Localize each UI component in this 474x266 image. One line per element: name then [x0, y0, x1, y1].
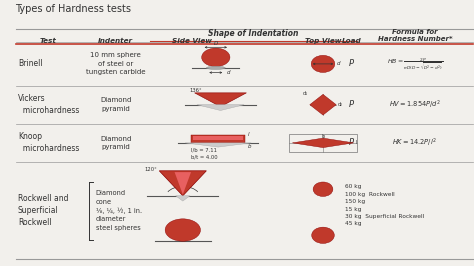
- Polygon shape: [195, 93, 246, 105]
- Text: l: l: [247, 132, 249, 137]
- Bar: [193, 136, 243, 140]
- Text: 10 mm sphere
of steel or
tungsten carbide: 10 mm sphere of steel or tungsten carbid…: [86, 52, 146, 75]
- Ellipse shape: [311, 55, 335, 72]
- Ellipse shape: [206, 66, 225, 69]
- Bar: [289, 134, 357, 152]
- Text: P: P: [349, 138, 354, 147]
- Text: d₂: d₂: [337, 102, 343, 107]
- Text: d: d: [337, 61, 341, 66]
- Text: $HV = 1.854P/d^2$: $HV = 1.854P/d^2$: [389, 99, 441, 111]
- Bar: [191, 135, 245, 143]
- Ellipse shape: [201, 48, 230, 66]
- Polygon shape: [185, 143, 251, 147]
- Text: b: b: [321, 134, 325, 139]
- Text: l: l: [356, 140, 357, 146]
- Polygon shape: [197, 105, 244, 110]
- Text: d₁: d₁: [302, 90, 308, 95]
- Ellipse shape: [312, 227, 334, 243]
- Polygon shape: [292, 138, 354, 148]
- Text: 60 kg
100 kg  Rockwell
150 kg
15 kg
30 kg  Superficial Rockwell
45 kg: 60 kg 100 kg Rockwell 150 kg 15 kg 30 kg…: [346, 184, 425, 226]
- Text: Diamond
pyramid: Diamond pyramid: [100, 97, 131, 112]
- Polygon shape: [174, 172, 191, 194]
- Text: Diamond
pyramid: Diamond pyramid: [100, 136, 131, 150]
- Text: $HB = \frac{2P}{\pi D(D - \sqrt{D^2 - d^2})}$: $HB = \frac{2P}{\pi D(D - \sqrt{D^2 - d^…: [387, 56, 443, 72]
- Text: Vickers
  microhardness: Vickers microhardness: [18, 94, 79, 115]
- Text: Shape of Indentation: Shape of Indentation: [208, 29, 299, 38]
- Text: Types of Hardness tests: Types of Hardness tests: [16, 4, 131, 14]
- Text: Top View: Top View: [305, 38, 341, 44]
- Text: 136°: 136°: [190, 88, 202, 93]
- Text: D: D: [214, 41, 218, 46]
- Text: Brinell: Brinell: [18, 59, 43, 68]
- Text: Indenter: Indenter: [98, 38, 133, 44]
- Text: Knoop
  microhardness: Knoop microhardness: [18, 132, 79, 153]
- Text: Side View: Side View: [172, 38, 212, 44]
- Text: 120°: 120°: [144, 167, 157, 172]
- Text: d: d: [227, 70, 231, 75]
- Text: Rockwell and
Superficial
Rockwell: Rockwell and Superficial Rockwell: [18, 194, 68, 227]
- Text: b: b: [247, 144, 251, 148]
- Text: Formula for
Hardness Number*: Formula for Hardness Number*: [378, 29, 452, 42]
- Text: Diamond
cone
⅛, ¼, ½, 1 in.
diameter
steel spheres: Diamond cone ⅛, ¼, ½, 1 in. diameter ste…: [96, 190, 142, 231]
- Text: Test: Test: [40, 38, 57, 44]
- Text: l/b = 7.11
b/t = 4.00: l/b = 7.11 b/t = 4.00: [191, 148, 218, 159]
- Text: P: P: [349, 100, 354, 109]
- Text: $HK = 14.2P/l^2$: $HK = 14.2P/l^2$: [392, 137, 438, 149]
- Text: P: P: [349, 59, 354, 68]
- Polygon shape: [310, 94, 336, 115]
- Polygon shape: [159, 171, 206, 196]
- Polygon shape: [176, 196, 190, 201]
- Ellipse shape: [313, 182, 333, 197]
- Ellipse shape: [165, 219, 201, 241]
- Text: Load: Load: [341, 38, 361, 44]
